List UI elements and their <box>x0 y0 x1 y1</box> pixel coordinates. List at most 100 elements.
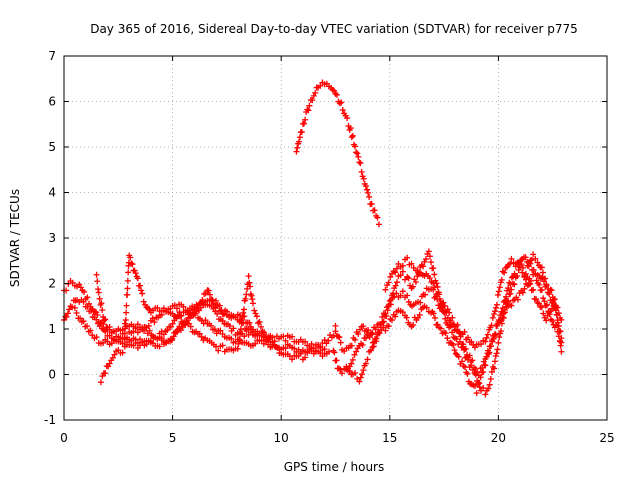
data-point <box>508 286 515 293</box>
data-point <box>503 293 510 300</box>
data-point <box>100 339 107 346</box>
data-point <box>351 351 358 358</box>
data-point <box>437 325 444 332</box>
data-point <box>123 309 130 316</box>
data-point <box>368 200 375 207</box>
data-point <box>541 298 548 305</box>
data-point <box>213 297 220 304</box>
data-point <box>554 304 561 311</box>
data-point <box>397 272 404 279</box>
data-point <box>392 269 399 276</box>
data-point <box>478 341 485 348</box>
data-point <box>501 297 508 304</box>
data-point <box>431 271 438 278</box>
data-point <box>543 282 550 289</box>
data-point <box>355 331 362 338</box>
data-point <box>380 324 387 331</box>
data-point <box>452 350 459 357</box>
data-point <box>258 323 265 330</box>
data-point <box>412 278 419 285</box>
x-tick-label: 0 <box>60 431 68 445</box>
data-point <box>394 279 401 286</box>
data-point <box>459 358 466 365</box>
data-point <box>362 360 369 367</box>
data-point <box>94 278 101 285</box>
y-tick-label: 0 <box>48 368 56 382</box>
data-point <box>444 335 451 342</box>
data-point <box>521 272 528 279</box>
data-point <box>496 334 503 341</box>
data-point <box>240 306 247 313</box>
data-point <box>399 262 406 269</box>
data-point <box>451 347 458 354</box>
axis-ticks: 0 5 10 15 20 25 -1 0 1 2 3 4 5 6 7 <box>44 49 615 445</box>
data-point <box>417 299 424 306</box>
data-point <box>339 106 346 113</box>
data-point <box>332 90 339 97</box>
data-point <box>344 115 351 122</box>
data-point <box>331 349 338 356</box>
data-point <box>482 362 489 369</box>
data-point <box>444 306 451 313</box>
data-point <box>352 143 359 150</box>
data-point <box>209 296 216 303</box>
data-point <box>450 342 457 349</box>
data-point <box>63 313 70 320</box>
data-point <box>93 309 100 316</box>
data-point <box>543 317 550 324</box>
data-point <box>309 97 316 104</box>
data-point <box>514 296 521 303</box>
data-point <box>105 363 112 370</box>
data-point <box>298 128 305 135</box>
x-axis-label: GPS time / hours <box>284 460 385 474</box>
data-point <box>248 292 255 299</box>
data-point <box>492 353 499 360</box>
data-point <box>495 288 502 295</box>
data-point <box>173 305 180 312</box>
data-point <box>492 308 499 315</box>
data-point <box>403 314 410 321</box>
data-point <box>491 365 498 372</box>
data-point <box>372 326 379 333</box>
data-point <box>80 318 87 325</box>
data-point <box>539 274 546 281</box>
data-point <box>84 323 91 330</box>
data-point <box>139 290 146 297</box>
data-point <box>252 310 259 317</box>
data-point <box>147 338 154 345</box>
data-point <box>333 357 340 364</box>
data-point <box>481 361 488 368</box>
data-point <box>508 255 515 262</box>
data-point <box>297 350 304 357</box>
data-point <box>160 305 167 312</box>
data-point <box>167 323 174 330</box>
data-point <box>355 153 362 160</box>
data-point <box>134 321 141 328</box>
data-point <box>134 275 141 282</box>
series-track-e <box>93 252 339 363</box>
data-point <box>325 348 332 355</box>
data-point <box>541 278 548 285</box>
data-point <box>379 313 386 320</box>
data-point <box>554 328 561 335</box>
data-point <box>485 385 492 392</box>
data-point <box>301 120 308 127</box>
data-point <box>308 344 315 351</box>
data-point <box>100 321 107 328</box>
data-point <box>81 288 88 295</box>
data-point <box>296 138 303 145</box>
data-point <box>387 301 394 308</box>
data-point <box>360 367 367 374</box>
data-point <box>535 300 542 307</box>
data-point <box>461 328 468 335</box>
series-peak <box>293 79 382 228</box>
data-point <box>289 356 296 363</box>
y-tick-label: 1 <box>48 322 56 336</box>
data-point <box>533 277 540 284</box>
data-point <box>441 302 448 309</box>
data-point <box>494 320 501 327</box>
data-point <box>306 102 313 109</box>
data-point <box>348 134 355 141</box>
data-point <box>208 322 215 329</box>
